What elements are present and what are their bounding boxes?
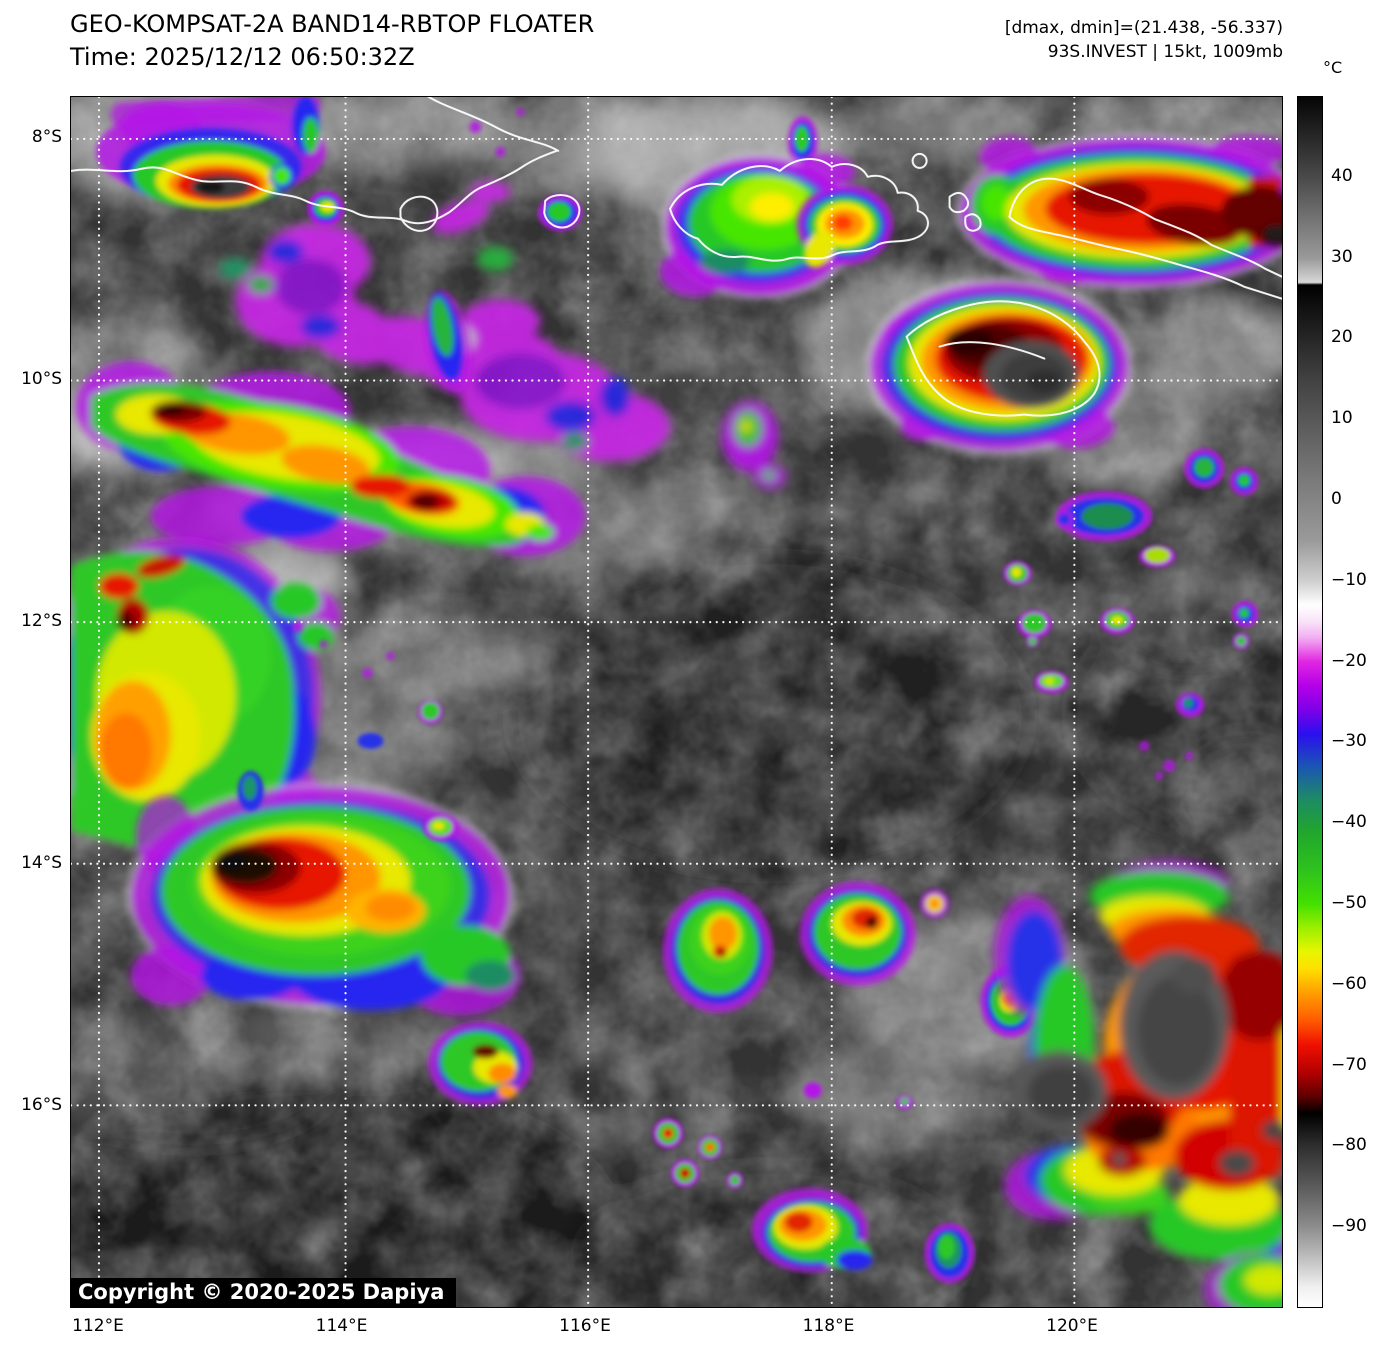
- lat-tick-label: 12°S: [21, 611, 62, 631]
- storm-annotation: 93S.INVEST | 15kt, 1009mb: [1047, 42, 1283, 62]
- streak-blue-green: [424, 290, 472, 393]
- lon-tick-label: 114°E: [315, 1316, 368, 1336]
- coastline-sumbawa: [669, 158, 929, 262]
- page-title: GEO-KOMPSAT-2A BAND14-RBTOP FLOATER: [70, 10, 595, 38]
- storm-southeast-complex: [994, 860, 1282, 1307]
- satellite-map: [70, 96, 1283, 1308]
- storm-bottom-teal: [924, 1223, 975, 1284]
- colorbar-tick-label: −20: [1331, 650, 1367, 671]
- colorbar-tick-label: 40: [1331, 165, 1353, 186]
- storm-center-green-orange: [663, 888, 773, 1013]
- colorbar-tick-label: 20: [1331, 327, 1353, 348]
- lon-tick-label: 120°E: [1046, 1316, 1098, 1336]
- coastline-bali: [399, 195, 439, 232]
- colorbar-tick-label: −30: [1331, 731, 1367, 752]
- coastline-komodo: [948, 191, 982, 232]
- storm-small-south-center: [428, 1021, 533, 1106]
- colorbar-tick-label: 30: [1331, 246, 1353, 267]
- coastline-java-north: [426, 97, 560, 152]
- coastlines: [71, 97, 1282, 417]
- lat-tick-label: 16°S: [21, 1095, 62, 1115]
- storm-center-green-red: [799, 881, 949, 986]
- colorbar-tick-label: −50: [1331, 893, 1367, 913]
- small-specks-center: [237, 622, 458, 841]
- graticule: [71, 97, 1282, 1307]
- storm-west-band: [75, 361, 586, 557]
- storm-topleft: [95, 97, 326, 209]
- storm-sumbawa-orange: [796, 184, 893, 268]
- colorbar-tick-label: −10: [1331, 569, 1367, 590]
- lon-tick-label: 118°E: [802, 1316, 855, 1336]
- lon-tick-label: 116°E: [559, 1316, 611, 1336]
- annotations: [dmax, dmin]=(21.438, -56.337) 93S.INVES…: [1005, 16, 1283, 64]
- colorbar-tick-label: −60: [1331, 973, 1367, 994]
- coastline-flores-south: [1008, 215, 1282, 300]
- colorbar-tick-label: −80: [1331, 1135, 1367, 1156]
- coastline-lombok: [543, 194, 581, 229]
- coastline-islet: [911, 152, 928, 169]
- storm-flores-red: [954, 133, 1282, 290]
- storm-sumba: [864, 276, 1135, 457]
- lat-tick-label: 14°S: [21, 853, 62, 873]
- lat-tick-label: 8°S: [31, 127, 62, 147]
- satellite-image: [71, 97, 1282, 1307]
- copyright-badge: Copyright © 2020-2025 Dapiya: [70, 1278, 457, 1308]
- colorbar-tick-label: 10: [1331, 408, 1353, 429]
- coastline-java-south: [71, 149, 558, 225]
- coastline-sumba-inner: [938, 341, 1046, 360]
- colorbar-unit: °C: [1323, 58, 1343, 77]
- timestamp: Time: 2025/12/12 06:50:32Z: [70, 43, 415, 71]
- lon-tick-label: 112°E: [72, 1316, 124, 1336]
- colorbar-tick-label: −90: [1331, 1216, 1367, 1237]
- storm-bottom-orange: [751, 1188, 873, 1273]
- storm-southwest-big: [125, 780, 521, 1016]
- colorbar-tick-label: −40: [1331, 812, 1367, 833]
- coastline-sumba: [905, 300, 1101, 417]
- colorbar-gradient: [1297, 96, 1323, 1308]
- magenta-cloud-band: [219, 181, 786, 489]
- dmax-dmin-annotation: [dmax, dmin]=(21.438, -56.337): [1004, 18, 1283, 38]
- lat-tick-label: 10°S: [21, 369, 62, 389]
- colorbar-tick-label: 0: [1331, 489, 1342, 509]
- colorbar-tick-label: −70: [1331, 1054, 1367, 1075]
- coastline-flores-north: [1008, 177, 1282, 278]
- small-storms-east: [1003, 448, 1259, 780]
